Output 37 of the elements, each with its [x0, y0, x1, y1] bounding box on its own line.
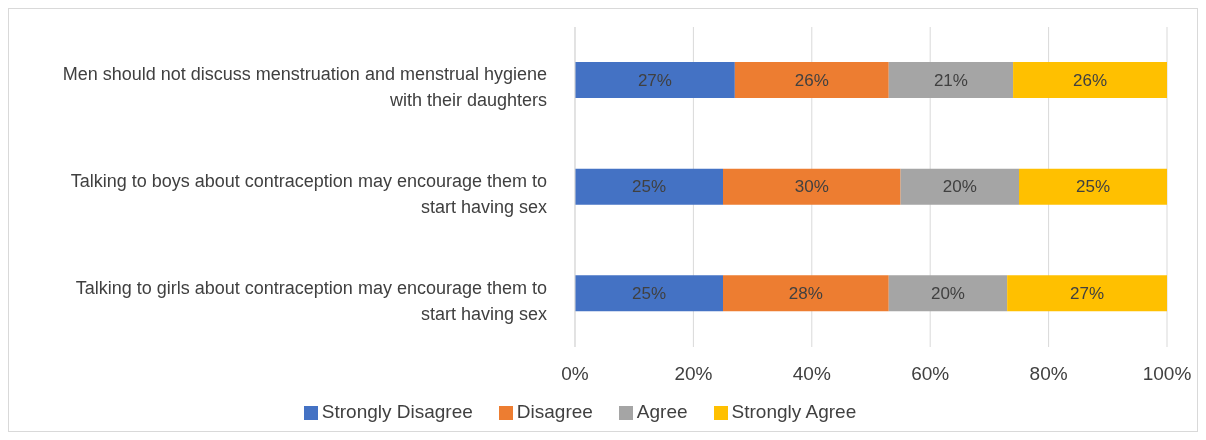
legend-label: Strongly Disagree — [321, 401, 473, 422]
y-tick-label: Talking to girls about contraception may encourage them to start having sex — [75, 277, 547, 324]
bar — [900, 168, 1019, 205]
bar — [575, 62, 735, 98]
bar — [723, 168, 901, 205]
y-tick-label: Talking to boys about contraception may encourage them to start having sex — [70, 171, 547, 217]
data-label: 30% — [794, 177, 829, 197]
legend-label: Strongly Agree — [731, 401, 857, 422]
x-tick-label: 100% — [1142, 363, 1192, 385]
x-tick-label: 80% — [1029, 363, 1068, 385]
legend-label: Agree — [636, 401, 688, 422]
data-label: 21% — [933, 70, 968, 90]
bar — [575, 275, 723, 312]
x-tick-label: 40% — [792, 363, 831, 385]
bar — [1013, 62, 1167, 98]
bar — [888, 62, 1014, 98]
bar — [1007, 275, 1167, 312]
bar — [575, 168, 723, 205]
x-tick-label: 20% — [674, 363, 713, 385]
bar — [888, 275, 1008, 312]
data-label: 26% — [1073, 70, 1108, 90]
y-tick-label: Men should not discuss menstruation and menstrual hygiene with their daughters — [62, 64, 547, 111]
x-tick-label: 0% — [561, 363, 589, 385]
data-label: 28% — [788, 283, 823, 303]
bar — [1019, 168, 1167, 205]
bar — [734, 62, 889, 98]
data-label: 25% — [631, 283, 667, 303]
data-label: 20% — [942, 177, 977, 197]
legend-label: Disagree — [516, 401, 593, 422]
bar — [723, 275, 889, 312]
data-label: 26% — [794, 70, 829, 90]
data-label: 27% — [1070, 283, 1105, 303]
x-tick-label: 60% — [911, 363, 950, 385]
data-label: 25% — [631, 177, 667, 197]
data-label: 27% — [637, 70, 672, 90]
data-label: 25% — [1075, 177, 1111, 197]
data-label: 20% — [930, 283, 965, 303]
